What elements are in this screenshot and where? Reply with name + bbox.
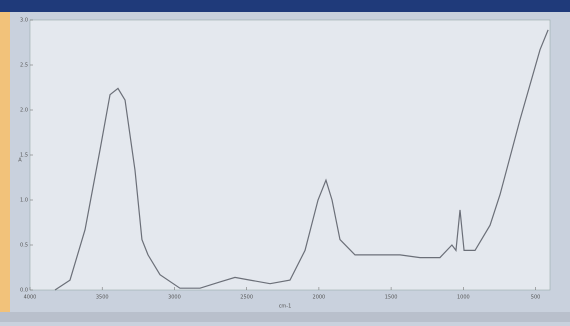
x-tick-label: 1500 bbox=[385, 295, 398, 301]
y-tick-label: 0.0 bbox=[20, 288, 28, 294]
x-tick-label: 1000 bbox=[457, 295, 470, 301]
status-bar bbox=[0, 312, 570, 322]
y-tick-label: 2.5 bbox=[20, 63, 28, 69]
x-tick-label: 2500 bbox=[240, 295, 253, 301]
x-axis-label: cm-1 bbox=[279, 304, 292, 310]
y-tick-label: 1.0 bbox=[20, 198, 28, 204]
y-tick-label: 2.0 bbox=[20, 108, 28, 114]
x-tick-label: 3500 bbox=[96, 295, 109, 301]
x-tick-label: 3000 bbox=[168, 295, 181, 301]
x-tick-label: 4000 bbox=[24, 295, 37, 301]
screen: A cm-1 0.00.51.01.52.02.53.0400035003000… bbox=[0, 0, 570, 322]
toolbar bbox=[0, 0, 570, 12]
x-tick-label: 500 bbox=[531, 295, 541, 301]
plot-area bbox=[30, 20, 550, 290]
x-tick-label: 2000 bbox=[313, 295, 326, 301]
window-edge bbox=[0, 12, 10, 322]
y-tick-label: 0.5 bbox=[20, 243, 28, 249]
y-tick-label: 3.0 bbox=[20, 18, 28, 24]
y-tick-label: 1.5 bbox=[20, 153, 28, 159]
